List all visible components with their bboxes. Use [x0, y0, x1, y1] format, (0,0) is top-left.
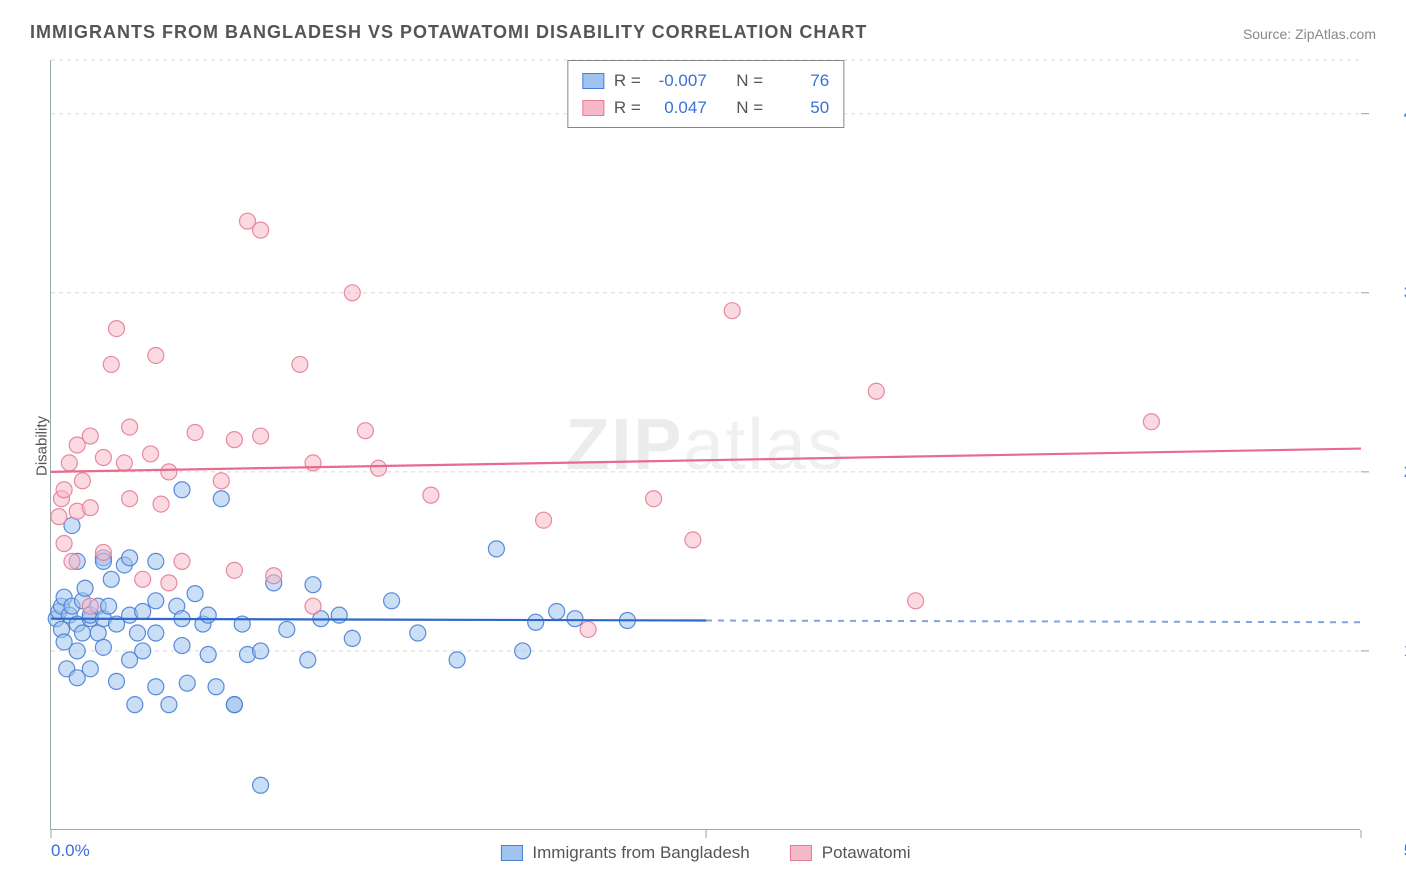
scatter-plot: ZIPatlas R = -0.007 N = 76 R = 0.047 N =… — [50, 60, 1360, 830]
plot-canvas — [51, 60, 1360, 829]
source-attribution: Source: ZipAtlas.com — [1243, 26, 1376, 42]
series2-r-value: 0.047 — [651, 94, 707, 121]
n-label: N = — [736, 94, 763, 121]
series2-n-value: 50 — [773, 94, 829, 121]
series2-swatch — [582, 100, 604, 116]
correlation-legend: R = -0.007 N = 76 R = 0.047 N = 50 — [567, 60, 844, 128]
series1-name: Immigrants from Bangladesh — [532, 843, 749, 863]
n-label: N = — [736, 67, 763, 94]
legend-item-1: Immigrants from Bangladesh — [500, 843, 749, 863]
series1-n-value: 76 — [773, 67, 829, 94]
chart-title: IMMIGRANTS FROM BANGLADESH VS POTAWATOMI… — [30, 22, 867, 43]
series-legend: Immigrants from Bangladesh Potawatomi — [500, 843, 910, 863]
source-label: Source: — [1243, 26, 1291, 42]
legend-row-2: R = 0.047 N = 50 — [582, 94, 829, 121]
r-label: R = — [614, 67, 641, 94]
series1-swatch — [500, 845, 522, 861]
source-value: ZipAtlas.com — [1295, 26, 1376, 42]
series1-swatch — [582, 73, 604, 89]
legend-item-2: Potawatomi — [790, 843, 911, 863]
x-tick-first: 0.0% — [51, 841, 90, 861]
y-axis-label: Disability — [34, 416, 51, 476]
series1-r-value: -0.007 — [651, 67, 707, 94]
series2-swatch — [790, 845, 812, 861]
legend-row-1: R = -0.007 N = 76 — [582, 67, 829, 94]
series2-name: Potawatomi — [822, 843, 911, 863]
r-label: R = — [614, 94, 641, 121]
